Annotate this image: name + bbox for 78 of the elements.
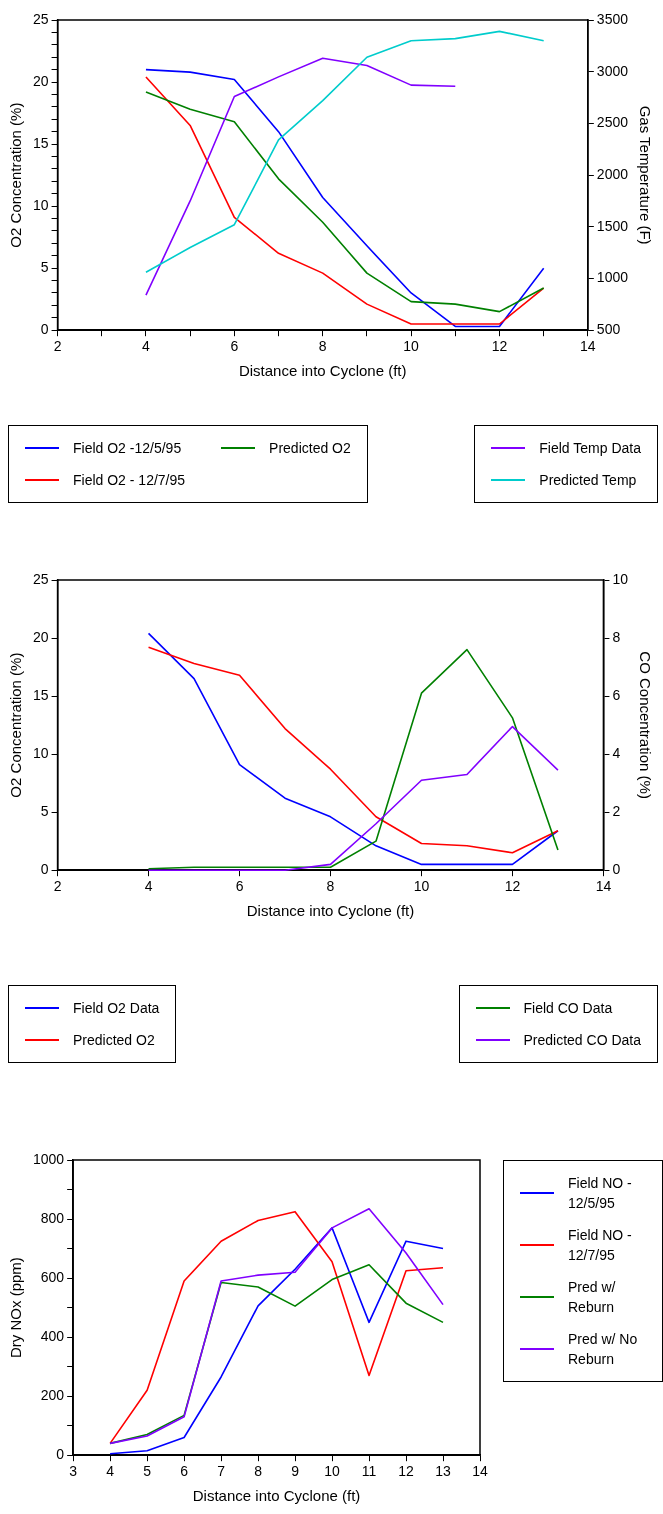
- legend-label: Predicted Temp: [539, 471, 637, 490]
- x-tick-label: 6: [235, 878, 244, 895]
- x-tick-label: 7: [217, 1463, 226, 1480]
- x-tick-label: 4: [142, 338, 151, 355]
- y-tick-label: 15: [32, 686, 49, 703]
- x-tick-label: 14: [472, 1463, 488, 1480]
- x-axis-title: Distance into Cyclone (ft): [246, 902, 415, 920]
- x-axis-title: Distance into Cyclone (ft): [238, 362, 407, 380]
- x-axis-title: Distance into Cyclone (ft): [192, 1487, 361, 1505]
- y-tick-label: 0: [56, 1446, 65, 1463]
- y-tick-label: 200: [40, 1387, 65, 1404]
- legend-label: Field O2 Data: [73, 999, 160, 1018]
- legend-label: Pred w/ No Reburn: [568, 1330, 639, 1369]
- x-tick-label: 13: [435, 1463, 452, 1480]
- y-tick-label: 20: [32, 72, 49, 89]
- y2-tick-label: 8: [612, 628, 621, 645]
- x-tick-label: 8: [326, 878, 335, 895]
- y2-tick-label: 500: [596, 321, 621, 338]
- x-tick-label: 6: [230, 338, 239, 355]
- y-axis-title: O2 Concentration (%): [7, 102, 25, 248]
- y2-axis-title: Gas Temperature (F): [636, 105, 654, 245]
- x-tick-label: 5: [143, 1463, 152, 1480]
- y-tick-label: 400: [40, 1327, 65, 1344]
- y-tick-label: 10: [32, 196, 49, 213]
- legend-label: Predicted O2: [269, 439, 351, 458]
- y-tick-label: 1000: [32, 1150, 65, 1167]
- y2-axis-title: CO Concentration (%): [636, 651, 654, 799]
- y2-tick-label: 2: [612, 803, 621, 820]
- y-tick-label: 10: [32, 744, 49, 761]
- y2-tick-label: 4: [612, 744, 621, 761]
- y2-tick-label: 3500: [596, 10, 629, 27]
- y2-tick-label: 3000: [596, 62, 629, 79]
- y-tick-label: 25: [32, 570, 49, 587]
- y2-tick-label: 2500: [596, 114, 629, 131]
- y-tick-label: 5: [40, 259, 49, 276]
- y-axis-title: Dry NOx (ppm): [7, 1257, 25, 1359]
- x-tick-label: 12: [398, 1463, 415, 1480]
- x-tick-label: 2: [53, 338, 62, 355]
- legend-label: Pred w/ Reburn: [568, 1278, 617, 1317]
- legend-label: Field O2 - 12/7/95: [73, 471, 186, 490]
- x-tick-label: 10: [403, 338, 420, 355]
- x-tick-label: 12: [504, 878, 521, 895]
- y-tick-label: 0: [40, 321, 49, 338]
- x-tick-label: 12: [491, 338, 508, 355]
- legend-label: Field Temp Data: [539, 439, 641, 458]
- x-tick-label: 10: [413, 878, 430, 895]
- x-tick-label: 8: [254, 1463, 263, 1480]
- legend-label: Field NO - 12/7/95: [568, 1226, 633, 1265]
- y-tick-label: 25: [32, 10, 49, 27]
- legend-label: Field O2 -12/5/95: [73, 439, 182, 458]
- y2-tick-label: 2000: [596, 165, 629, 182]
- x-tick-label: 6: [180, 1463, 189, 1480]
- x-tick-label: 8: [318, 338, 327, 355]
- y-tick-label: 20: [32, 628, 49, 645]
- legend-label: Predicted CO Data: [523, 1031, 641, 1050]
- legend-label: Field CO Data: [523, 999, 613, 1018]
- x-tick-label: 14: [595, 878, 612, 895]
- legend-label: Predicted O2: [73, 1031, 155, 1050]
- y-tick-label: 0: [40, 861, 49, 878]
- x-tick-label: 3: [69, 1463, 78, 1480]
- y2-tick-label: 1500: [596, 217, 629, 234]
- y2-tick-label: 10: [612, 570, 629, 587]
- x-tick-label: 11: [361, 1463, 377, 1480]
- y-tick-label: 800: [40, 1209, 65, 1226]
- y2-tick-label: 0: [612, 861, 621, 878]
- x-tick-label: 10: [324, 1463, 341, 1480]
- x-tick-label: 14: [580, 338, 596, 355]
- y-axis-title: O2 Concentration (%): [7, 652, 25, 798]
- y2-tick-label: 6: [612, 686, 621, 703]
- x-tick-label: 4: [106, 1463, 115, 1480]
- y2-tick-label: 1000: [596, 269, 629, 286]
- y-tick-label: 5: [40, 803, 49, 820]
- x-tick-label: 9: [291, 1463, 300, 1480]
- y-tick-label: 15: [32, 134, 49, 151]
- x-tick-label: 4: [144, 878, 153, 895]
- legend-label: Field NO - 12/5/95: [568, 1174, 633, 1213]
- y-tick-label: 600: [40, 1268, 65, 1285]
- x-tick-label: 2: [53, 878, 62, 895]
